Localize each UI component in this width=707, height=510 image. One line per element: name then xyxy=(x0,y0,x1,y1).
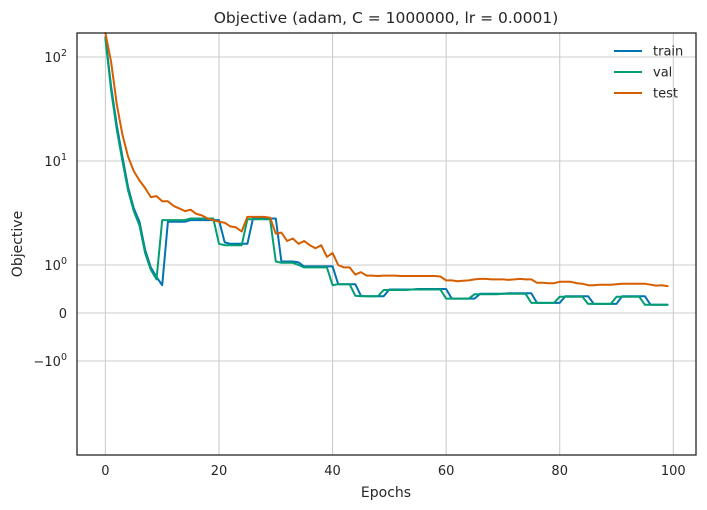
plot-background xyxy=(77,33,696,455)
y-tick-label: 102 xyxy=(44,48,67,66)
x-tick-label: 60 xyxy=(438,464,455,479)
series-lines xyxy=(104,32,669,306)
x-tick-label: 20 xyxy=(211,464,228,479)
y-tick-labels: 102 101 100 0 −100 xyxy=(34,48,67,370)
x-tick-label: 0 xyxy=(101,464,109,479)
series-line-test xyxy=(104,32,669,288)
y-tick-label: 101 xyxy=(44,152,67,170)
y-tick-label: 0 xyxy=(59,307,67,322)
legend-label-val: val xyxy=(653,66,672,81)
grid xyxy=(77,33,696,455)
y-tick-label: 100 xyxy=(44,256,67,274)
series-line-val xyxy=(104,37,669,306)
chart-title: Objective (adam, C = 1000000, lr = 0.000… xyxy=(214,9,559,27)
x-tick-label: 100 xyxy=(661,464,686,479)
legend-label-train: train xyxy=(653,45,683,60)
x-tick-label: 40 xyxy=(324,464,341,479)
legend: train val test xyxy=(614,45,683,102)
legend-label-test: test xyxy=(653,87,678,102)
plot-frame xyxy=(76,32,697,456)
y-axis-title: Objective xyxy=(10,211,26,277)
x-tick-labels: 0 20 40 60 80 100 xyxy=(101,464,685,479)
y-tick-label: −100 xyxy=(34,352,67,370)
x-tick-label: 80 xyxy=(551,464,568,479)
x-axis-title: Epochs xyxy=(361,485,411,501)
